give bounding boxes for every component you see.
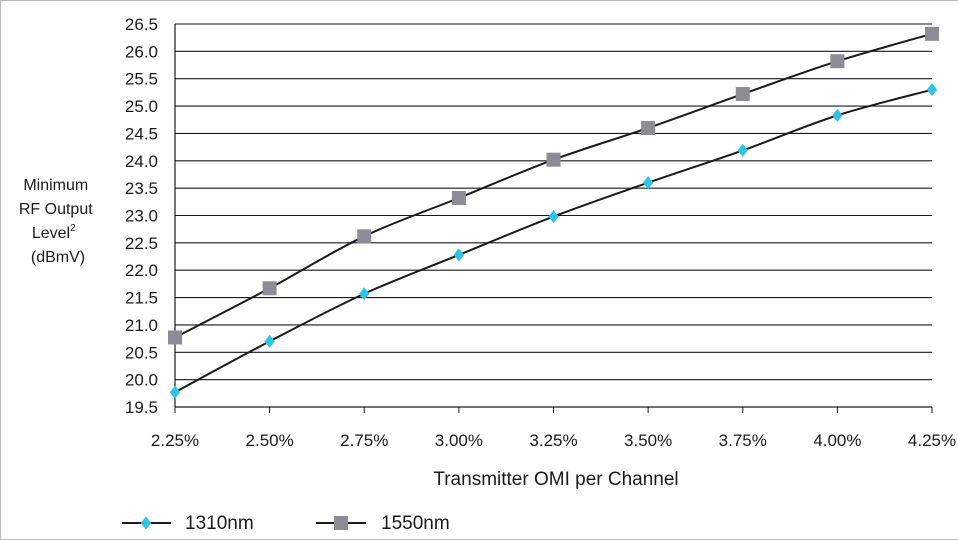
y-tick-label: 25.5 [125, 70, 158, 89]
y-tick-label: 20.5 [125, 343, 158, 362]
legend-label-1550nm: 1550nm [381, 513, 450, 534]
legend-marker-1550nm [334, 516, 348, 530]
data-point-1310nm [548, 210, 559, 224]
y-tick-labels: 19.5 20.0 20.5 21.0 21.5 22.0 22.5 23.0 23.5 24.0… [125, 15, 158, 417]
legend-item-1310nm: 1310nm [122, 513, 254, 534]
x-tick-label: 3.75% [719, 431, 767, 450]
data-point-1310nm [359, 287, 370, 301]
x-tick-label: 3.25% [529, 431, 577, 450]
data-point-1310nm [264, 334, 275, 348]
series [168, 26, 939, 399]
y-tick-label: 22.5 [125, 234, 158, 253]
y-tick-label: 24.5 [125, 124, 158, 143]
data-point-1310nm [642, 176, 654, 190]
y-tick-label: 23.5 [125, 179, 158, 198]
y-tick-label: 19.5 [125, 398, 158, 417]
legend-marker-1310nm [140, 516, 152, 530]
x-tick-label: 3.50% [624, 431, 672, 450]
y-tick-label: 25.0 [125, 97, 158, 116]
data-point-1550nm [451, 190, 466, 205]
series-line-1550nm [174, 32, 933, 339]
data-point-1310nm [169, 385, 181, 399]
x-tick-label: 4.25% [908, 431, 956, 450]
series-1550nm [168, 26, 939, 345]
x-axis-label: Transmitter OMI per Channel [433, 469, 678, 490]
data-point-1310nm [737, 143, 748, 157]
y-tick-label: 21.0 [125, 316, 158, 335]
series-line-1310nm [174, 88, 933, 394]
x-tick-labels: 2.25% 2.50% 2.75% 3.00% 3.25% 3.50% 3.75% 4.00%… [151, 431, 956, 450]
y-tick-label: 23.0 [125, 207, 158, 226]
data-point-1550nm [546, 152, 561, 167]
data-point-1550nm [168, 330, 182, 345]
x-tick-label: 2.25% [151, 431, 199, 450]
legend: 1310nm 1550nm [122, 513, 450, 534]
data-point-1550nm [735, 87, 750, 102]
y-tick-label: 26.0 [125, 42, 158, 61]
y-axis-label: Minimum RF Output Level2 (dBmV) [19, 177, 97, 266]
y-tick-label: 26.5 [125, 15, 158, 34]
data-point-1550nm [641, 120, 656, 135]
data-point-1310nm [832, 108, 843, 122]
x-tick-label: 2.50% [246, 431, 294, 450]
y-tick-label: 24.0 [125, 152, 158, 171]
y-tick-label: 22.0 [125, 261, 158, 280]
data-point-1310nm [453, 248, 465, 262]
x-tick-label: 2.75% [340, 431, 388, 450]
data-point-1550nm [262, 281, 277, 296]
gridlines [175, 23, 932, 408]
x-tick-label: 3.00% [435, 431, 483, 450]
x-tick-label: 4.00% [813, 431, 861, 450]
y-tick-label: 20.0 [125, 371, 158, 390]
legend-label-1310nm: 1310nm [185, 513, 254, 534]
data-point-1550nm [830, 54, 845, 69]
data-point-1550nm [925, 26, 939, 41]
legend-item-1550nm: 1550nm [316, 513, 450, 534]
series-1310nm [169, 83, 938, 399]
data-point-1310nm [926, 83, 938, 97]
data-point-1550nm [357, 229, 372, 244]
y-tick-label: 21.5 [125, 289, 158, 308]
